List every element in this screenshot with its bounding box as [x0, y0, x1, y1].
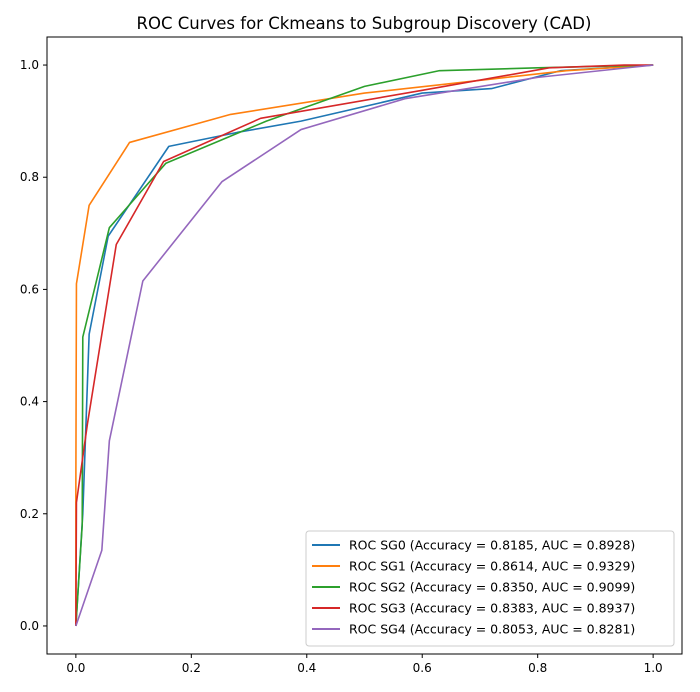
x-tick-label: 0.8 [528, 661, 547, 675]
chart-title: ROC Curves for Ckmeans to Subgroup Disco… [137, 14, 592, 33]
x-tick-label: 1.0 [644, 661, 663, 675]
legend-box [305, 530, 675, 647]
y-tick-label: 0.8 [20, 170, 39, 184]
series-line-sg4 [75, 64, 654, 627]
y-tick-label: 0.4 [20, 395, 39, 409]
y-tick-label: 0.2 [20, 507, 39, 521]
y-tick-label: 0.6 [20, 282, 39, 296]
series-line-sg1 [75, 64, 654, 626]
x-axis-ticks: 0.0 0.2 0.4 0.6 0.8 1.0 [66, 654, 663, 675]
x-tick-label: 0.0 [66, 661, 85, 675]
y-tick-label: 1.0 [20, 58, 39, 72]
legend-label-sg0: ROC SG0 (Accuracy = 0.8185, AUC = 0.8928… [349, 538, 635, 553]
series-lines [75, 64, 654, 627]
legend-label-sg2: ROC SG2 (Accuracy = 0.8350, AUC = 0.9099… [349, 580, 635, 595]
series-line-sg3 [75, 64, 654, 626]
legend-label-sg4: ROC SG4 (Accuracy = 0.8053, AUC = 0.8281… [349, 622, 635, 637]
x-tick-label: 0.4 [297, 661, 316, 675]
plot-frame [46, 36, 683, 655]
legend: ROC SG0 (Accuracy = 0.8185, AUC = 0.8928… [305, 530, 675, 647]
x-tick-label: 0.6 [413, 661, 432, 675]
x-tick-label: 0.2 [182, 661, 201, 675]
legend-label-sg3: ROC SG3 (Accuracy = 0.8383, AUC = 0.8937… [349, 601, 635, 616]
y-axis-ticks: 0.0 0.2 0.4 0.6 0.8 1.0 [20, 58, 47, 633]
legend-label-sg1: ROC SG1 (Accuracy = 0.8614, AUC = 0.9329… [349, 559, 635, 574]
series-line-sg2 [75, 64, 654, 627]
y-tick-label: 0.0 [20, 619, 39, 633]
series-line-sg0 [75, 64, 654, 626]
